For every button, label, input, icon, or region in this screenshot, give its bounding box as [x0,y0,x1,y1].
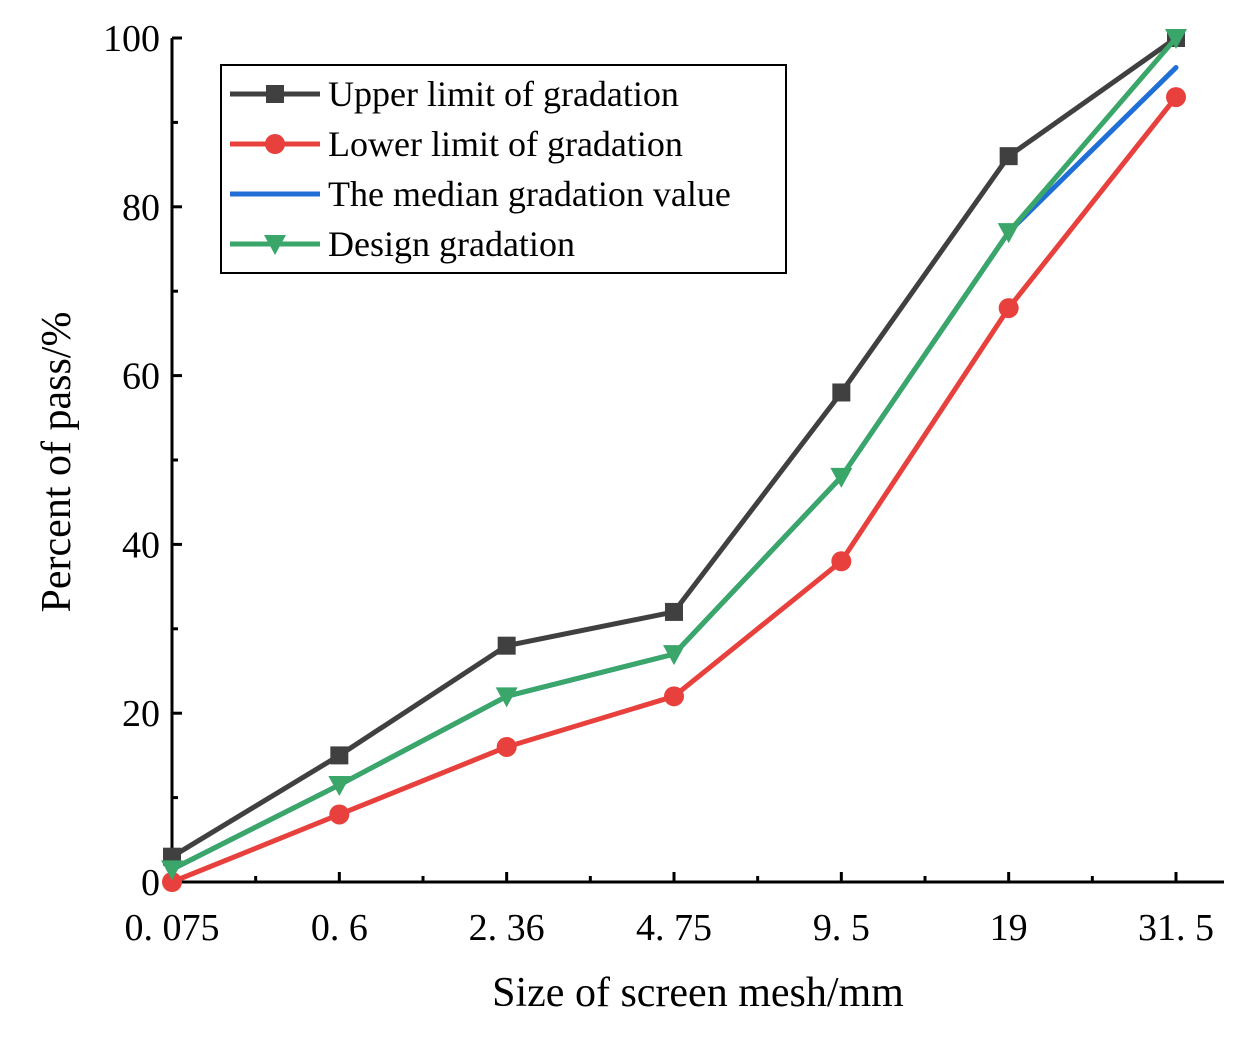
data-point [162,872,182,892]
legend-label: The median gradation value [328,174,731,214]
data-point [329,804,350,825]
data-point [663,645,685,666]
series-layer [161,29,1187,892]
data-point [495,687,518,708]
x-tick-label: 0. 6 [311,907,368,949]
data-point [330,746,349,765]
data-point [496,736,517,757]
data-point [161,860,183,881]
legend-label: Design gradation [328,224,575,264]
data-point [664,686,684,707]
legend-label: Lower limit of gradation [328,124,683,164]
series-0 [163,29,1185,866]
y-tick-label: 60 [122,356,160,398]
y-tick-label: 80 [122,187,160,229]
series-1 [162,87,1186,892]
x-tick-label: 19 [990,907,1028,949]
data-point [665,602,683,621]
y-tick-label: 40 [122,524,160,566]
data-point [497,636,516,655]
y-tick-label: 100 [103,18,160,60]
legend-swatch-marker [266,85,284,103]
x-tick-label: 2. 36 [469,907,545,949]
data-point [999,147,1018,166]
legend-label: Upper limit of gradation [328,74,679,114]
data-point [830,467,853,488]
x-tick-label: 31. 5 [1138,907,1214,949]
axes: 0 20 40 60 80 100 0. 075 0. 6 2. 36 4. 75 9. 5 19 31… [103,18,1224,949]
legend-box [220,64,787,274]
x-axis-title: Size of screen mesh/mm [492,970,904,1016]
legend-swatch-marker [264,235,286,255]
data-point [997,223,1020,244]
x-tick-label: 0. 075 [125,907,220,949]
data-point [832,383,851,402]
y-axis-title: Percent of pass/% [34,312,80,613]
x-tick-label: 4. 75 [636,907,712,949]
series-3 [161,29,1187,881]
x-tick-label: 9. 5 [813,907,870,949]
data-point [998,298,1019,319]
data-point [1165,29,1187,49]
legend-swatch-marker [265,134,285,154]
y-tick-label: 20 [122,693,160,735]
data-point [831,551,852,572]
y-tick-label: 0 [141,862,160,904]
data-point [328,775,351,796]
data-point [1166,87,1186,108]
legend: Upper limit of gradation Lower limit of g… [220,64,787,274]
